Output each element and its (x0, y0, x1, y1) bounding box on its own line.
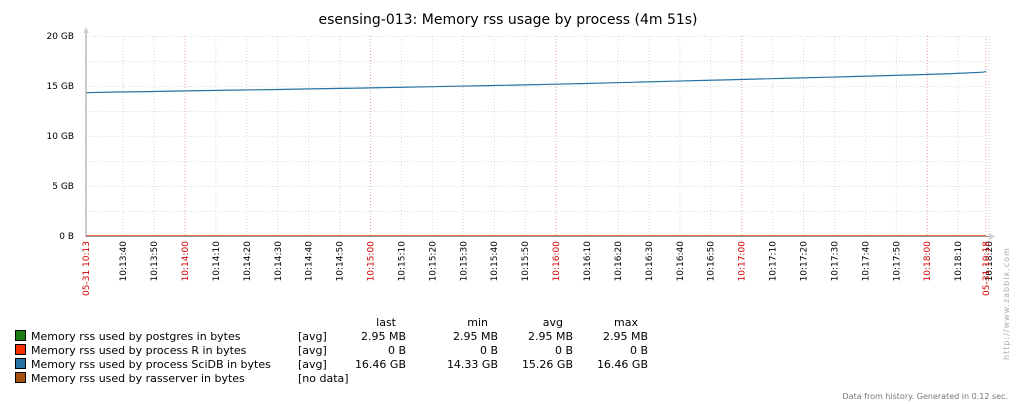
legend-func: [avg] (298, 330, 327, 343)
legend-col-header: last (376, 316, 397, 329)
legend-col-header: max (614, 316, 638, 329)
x-tick-label: 10:14:00 (181, 241, 191, 282)
x-tick-label: 10:18:20 (985, 241, 995, 282)
y-axis-ticks: 0 B 5 GB 10 GB 15 GB 20 GB (47, 32, 74, 242)
y-axis-arrow (83, 27, 89, 33)
x-tick-label: 10:17:30 (830, 241, 840, 282)
x-tick-label: 10:16:20 (614, 241, 624, 282)
x-tick-label: 10:18:10 (954, 241, 964, 282)
y-tick-label: 5 GB (52, 182, 74, 192)
y-tick-label: 10 GB (47, 132, 74, 142)
x-tick-label: 10:13:40 (119, 241, 129, 282)
chart-title: esensing-013: Memory rss usage by proces… (318, 12, 697, 28)
legend-swatch (15, 372, 26, 383)
axes (83, 27, 995, 240)
legend: last min avg max Memory rss used by postgres… (15, 316, 648, 385)
x-tick-label: 10:16:50 (707, 241, 717, 282)
x-tick-label: 10:16:30 (645, 241, 655, 282)
legend-value-last: 0 B (388, 344, 406, 357)
legend-value-avg: 15.26 GB (522, 358, 573, 371)
x-tick-label: 10:16:10 (583, 241, 593, 282)
x-tick-label: 10:14:40 (305, 241, 315, 282)
legend-value-min: 14.33 GB (447, 358, 498, 371)
legend-series-name: Memory rss used by process SciDB in byte… (31, 358, 271, 371)
y-tick-label: 15 GB (47, 82, 74, 92)
legend-col-header: avg (543, 316, 563, 329)
legend-value-max: 0 B (630, 344, 648, 357)
legend-func: [avg] (298, 344, 327, 357)
legend-series-name: Memory rss used by postgres in bytes (31, 330, 241, 343)
x-tick-label: 10:15:50 (521, 241, 531, 282)
x-tick-label: 10:15:00 (367, 241, 377, 282)
x-tick-label: 10:14:10 (212, 241, 222, 282)
legend-value-avg: 0 B (555, 344, 573, 357)
legend-swatch (15, 358, 26, 369)
legend-series-name: Memory rss used by process R in bytes (31, 344, 247, 357)
legend-series-name: Memory rss used by rasserver in bytes (31, 372, 245, 385)
x-tick-label: 10:15:30 (459, 241, 469, 282)
x-tick-label: 10:16:40 (676, 241, 686, 282)
x-tick-label: 10:15:20 (428, 241, 438, 282)
zabbix-watermark: http://www.zabbix.com (1002, 247, 1011, 360)
x-tick-label: 10:17:00 (738, 241, 748, 282)
x-tick-label: 10:17:40 (861, 241, 871, 282)
x-tick-label: 10:18:00 (923, 241, 933, 282)
x-axis-ticks: 05-31 10:13 10:13:40 10:13:50 10:14:00 10:14… (82, 241, 995, 296)
x-tick-label: 10:17:20 (800, 241, 810, 282)
x-tick-label: 10:14:50 (336, 241, 346, 282)
legend-value-max: 16.46 GB (597, 358, 648, 371)
legend-swatch (15, 330, 26, 341)
x-tick-label: 10:17:50 (892, 241, 902, 282)
x-tick-label: 10:15:40 (490, 241, 500, 282)
x-tick-label: 10:17:10 (769, 241, 779, 282)
y-tick-label: 0 B (59, 232, 74, 242)
x-start-label: 05-31 10:13 (82, 241, 92, 296)
y-tick-label: 20 GB (47, 32, 74, 42)
x-tick-label: 10:16:00 (552, 241, 562, 282)
legend-value-min: 0 B (480, 344, 498, 357)
legend-value-last: 2.95 MB (361, 330, 406, 343)
legend-value-min: 2.95 MB (453, 330, 498, 343)
x-end-label: 05-31 10:18 (982, 241, 992, 296)
legend-value-last: 16.46 GB (355, 358, 406, 371)
legend-swatch (15, 344, 26, 355)
x-tick-label: 10:13:50 (150, 241, 160, 282)
legend-value-avg: 2.95 MB (528, 330, 573, 343)
legend-col-header: min (467, 316, 488, 329)
legend-func: [avg] (298, 358, 327, 371)
x-tick-label: 10:14:30 (274, 241, 284, 282)
legend-func: [no data] (298, 372, 349, 385)
footer-note: Data from history. Generated in 0.12 sec… (843, 392, 1008, 401)
series-line (85, 70, 987, 94)
x-tick-label: 10:15:10 (397, 241, 407, 282)
x-tick-label: 10:14:20 (243, 241, 253, 282)
x-axis-arrow (989, 233, 995, 240)
legend-value-max: 2.95 MB (603, 330, 648, 343)
